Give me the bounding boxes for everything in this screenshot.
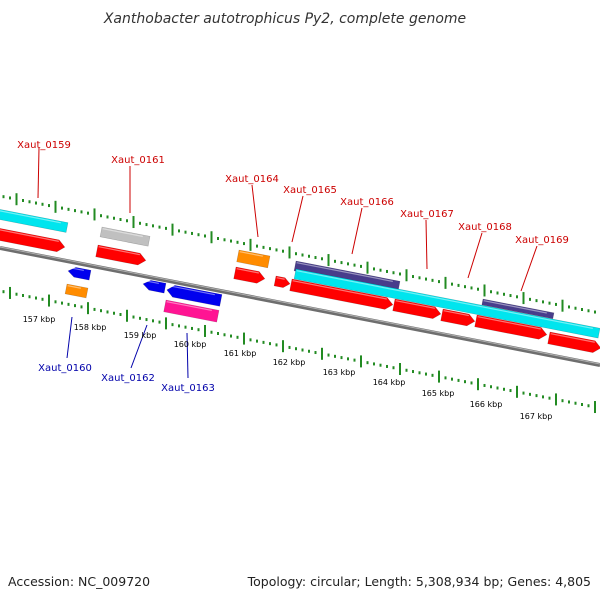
gene-pointer-reverse xyxy=(66,316,73,359)
kbp-label: 165 kbp xyxy=(422,389,455,398)
feature-cyan xyxy=(293,268,600,339)
cds-reverse xyxy=(166,285,223,307)
map-title: Xanthobacter autotrophicus Py2, complete… xyxy=(103,11,466,27)
trna-orange xyxy=(236,249,271,269)
cds-forward xyxy=(0,227,66,252)
kbp-label: 157 kbp xyxy=(23,315,56,324)
cds-forward xyxy=(95,244,147,266)
gene-pointer-forward xyxy=(467,232,483,279)
gene-label-forward: Xaut_0169 xyxy=(515,235,569,246)
gene-label-forward: Xaut_0165 xyxy=(283,185,337,196)
kbp-label: 166 kbp xyxy=(470,400,503,409)
rrna-pink xyxy=(163,299,220,323)
gene-pointer-reverse xyxy=(186,332,189,379)
outer-tick-ring xyxy=(2,193,596,314)
gene-label-layer: Xaut_0159Xaut_0161Xaut_0164Xaut_0165Xaut… xyxy=(17,140,569,394)
gene-pointer-forward xyxy=(425,219,428,270)
gene-label-forward: Xaut_0159 xyxy=(17,140,71,151)
cds-reverse xyxy=(67,267,92,281)
gene-pointer-reverse xyxy=(130,324,148,369)
gene-pointer-forward xyxy=(351,207,363,255)
cds-forward xyxy=(289,278,394,310)
feature-track xyxy=(0,208,600,353)
accession-text: Accession: NC_009720 xyxy=(8,574,150,589)
gene-label-forward: Xaut_0161 xyxy=(111,155,165,166)
cds-forward xyxy=(392,298,442,319)
cds-forward xyxy=(474,314,548,340)
gene-label-reverse: Xaut_0163 xyxy=(161,383,215,394)
cds-forward xyxy=(233,266,266,284)
cds-forward xyxy=(440,308,476,327)
genome-backbone xyxy=(0,246,600,367)
trna-orange xyxy=(64,283,89,299)
gene-pointer-forward xyxy=(37,147,40,199)
kbp-label: 161 kbp xyxy=(224,349,257,358)
feature-grey xyxy=(99,226,151,247)
kbp-label: 158 kbp xyxy=(74,323,107,332)
gene-label-reverse: Xaut_0160 xyxy=(38,363,92,374)
gene-label-reverse: Xaut_0162 xyxy=(101,373,155,384)
kbp-label: 163 kbp xyxy=(323,368,356,377)
gene-label-forward: Xaut_0164 xyxy=(225,174,279,185)
genome-summary-text: Topology: circular; Length: 5,308,934 bp… xyxy=(247,574,591,589)
gene-label-forward: Xaut_0168 xyxy=(458,222,512,233)
gene-label-forward: Xaut_0167 xyxy=(400,209,454,220)
inner-tick-ring xyxy=(2,286,596,414)
scale-labels: 157 kbp 158 kbp 159 kbp 160 kbp 161 kbp 162 k… xyxy=(23,315,553,421)
cds-reverse xyxy=(142,280,167,294)
cds-forward xyxy=(547,331,600,353)
kbp-label: 160 kbp xyxy=(174,340,207,349)
feature-cyan xyxy=(0,208,69,233)
gene-pointer-forward xyxy=(520,245,538,292)
gene-pointer-forward xyxy=(251,184,259,238)
kbp-label: 164 kbp xyxy=(373,378,406,387)
kbp-label: 159 kbp xyxy=(124,331,157,340)
gene-pointer-forward xyxy=(291,195,304,243)
kbp-label: 167 kbp xyxy=(520,412,553,421)
feature-purple xyxy=(481,298,555,320)
genome-backbone-highlight xyxy=(0,246,600,365)
cds-forward xyxy=(273,275,291,288)
gene-label-forward: Xaut_0166 xyxy=(340,197,394,208)
kbp-label: 162 kbp xyxy=(273,358,306,367)
